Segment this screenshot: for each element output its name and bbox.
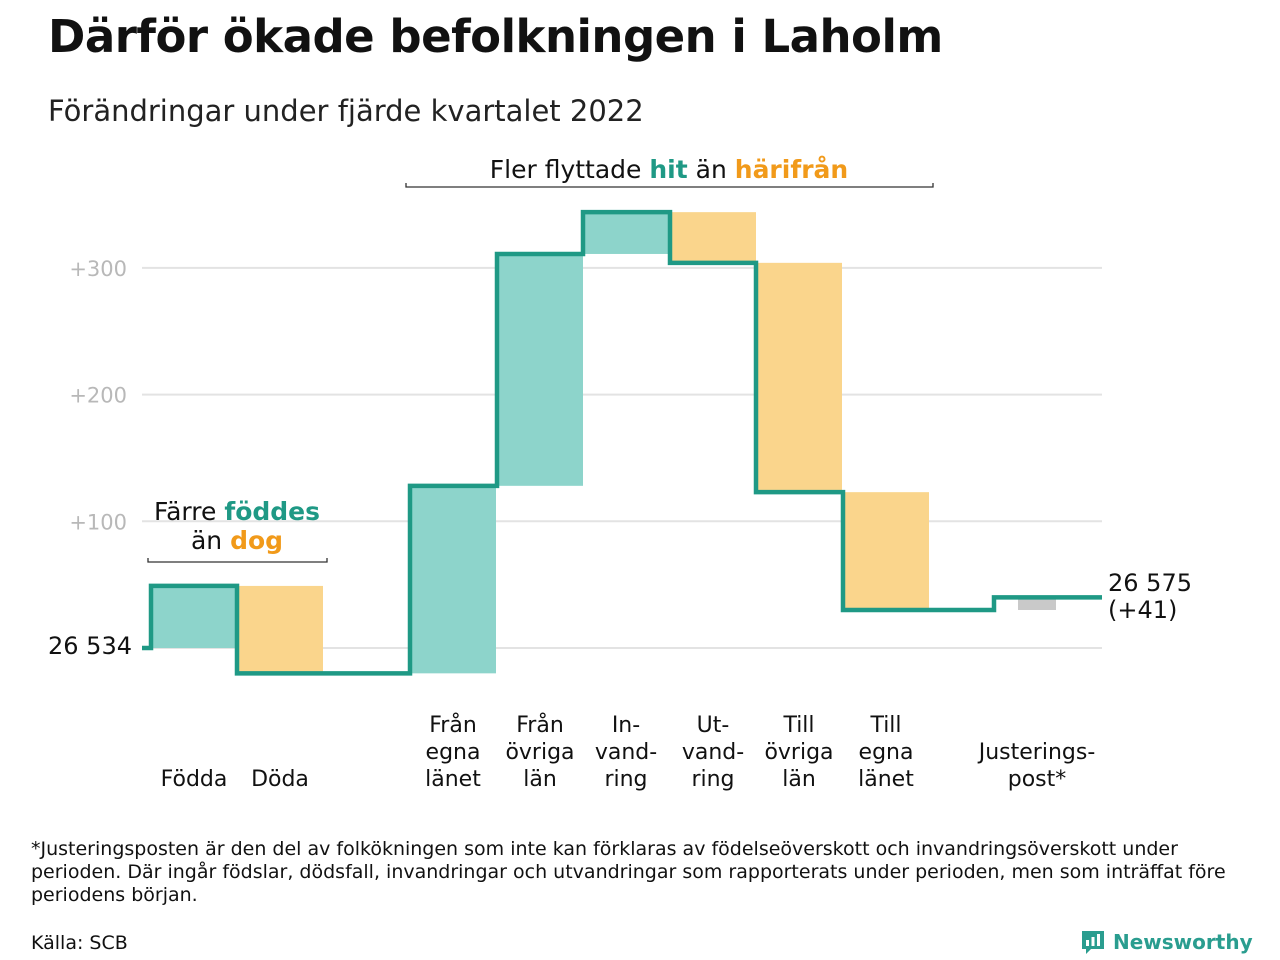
annotation-segment: hit — [649, 155, 687, 184]
start-value-label: 26 534 — [48, 632, 132, 660]
footnote: *Justeringsposten är den del av folkökni… — [31, 838, 1226, 906]
source-note: Källa: SCB — [31, 932, 128, 954]
category-label-line: vand- — [595, 740, 657, 765]
annotation-segment: än — [688, 155, 735, 184]
category-label-line: länet — [425, 767, 481, 792]
annotation-births_deaths: än dog — [191, 526, 283, 555]
annotation-bracket — [147, 558, 328, 563]
running-total-line — [142, 209, 1102, 676]
category-label-fran_ovriga: Från övriga län — [505, 712, 574, 792]
category-label-justering: Justerings-post* — [977, 740, 1096, 792]
category-label-line: Från — [429, 712, 477, 738]
annotation-segment: föddes — [224, 497, 320, 526]
category-label-fran_egna: Från egna länet — [425, 712, 481, 792]
category-label-invandring: In-vand-ring — [595, 713, 657, 792]
annotation-segment: än — [191, 526, 230, 555]
category-label-utvandring: Ut-vand-ring — [682, 713, 744, 792]
end-value-label-line: 26 575 — [1108, 569, 1192, 597]
chart-subtitle: Förändringar under fjärde kvartalet 2022 — [48, 94, 644, 128]
annotation-births_deaths: Färre föddes — [154, 497, 320, 526]
category-label-line: Från — [516, 712, 564, 738]
category-label-line: Födda — [161, 767, 228, 792]
newsworthy-logo-icon — [1082, 931, 1104, 954]
bar-invandring — [583, 212, 669, 254]
bar-utvandring — [670, 212, 756, 263]
category-label-line: ring — [604, 767, 647, 792]
category-label-line: Döda — [251, 767, 309, 792]
category-label-line: post* — [1008, 767, 1067, 792]
bar-doda — [237, 585, 323, 674]
chart-title: Därför ökade befolkningen i Laholm — [48, 10, 943, 63]
y-tick-label: +100 — [69, 510, 127, 534]
category-label-till_ovriga: Till övriga län — [764, 713, 833, 792]
category-label-line: övriga — [764, 740, 833, 765]
bar-fran_egna — [410, 485, 496, 674]
category-label-line: län — [782, 767, 816, 792]
y-tick-label: +200 — [69, 384, 127, 408]
bar-till_egna — [843, 492, 929, 610]
annotation-segment: Färre — [154, 497, 224, 526]
bar-justering — [1018, 597, 1056, 610]
category-label-line: In- — [612, 713, 640, 738]
category-label-doda: Döda — [251, 767, 309, 792]
annotation-segment: härifrån — [735, 155, 848, 184]
category-label-line: övriga — [505, 740, 574, 765]
category-label-line: Ut- — [697, 713, 730, 738]
category-label-line: Justerings- — [977, 740, 1096, 765]
category-label-till_egna: Till egna länet — [858, 713, 914, 792]
annotation-segment: Fler flyttade — [490, 155, 650, 184]
category-label-line: Till — [869, 713, 901, 738]
category-label-line: vand- — [682, 740, 744, 765]
annotation-segment: dog — [230, 526, 283, 555]
end-value-label: 26 575 (+41) — [1108, 569, 1192, 624]
brand-name: Newsworthy — [1113, 930, 1253, 954]
end-value-label-line: (+41) — [1108, 596, 1177, 624]
bar-fran_ovriga — [497, 253, 583, 486]
category-label-line: egna — [426, 740, 481, 765]
brand-logo: Newsworthy — [1079, 928, 1253, 956]
category-label-line: ring — [691, 767, 734, 792]
annotation-bracket — [405, 183, 934, 188]
annotation-migration: Fler flyttade hit än härifrån — [490, 155, 848, 184]
category-label-line: egna — [859, 740, 914, 765]
bar-till_ovriga — [756, 262, 842, 493]
category-label-line: länet — [858, 767, 914, 792]
bar-fodda — [151, 585, 237, 648]
y-tick-label: +300 — [69, 257, 127, 281]
category-label-line: Till — [782, 713, 814, 738]
category-label-line: län — [523, 767, 557, 792]
category-label-fodda: Födda — [161, 767, 228, 792]
